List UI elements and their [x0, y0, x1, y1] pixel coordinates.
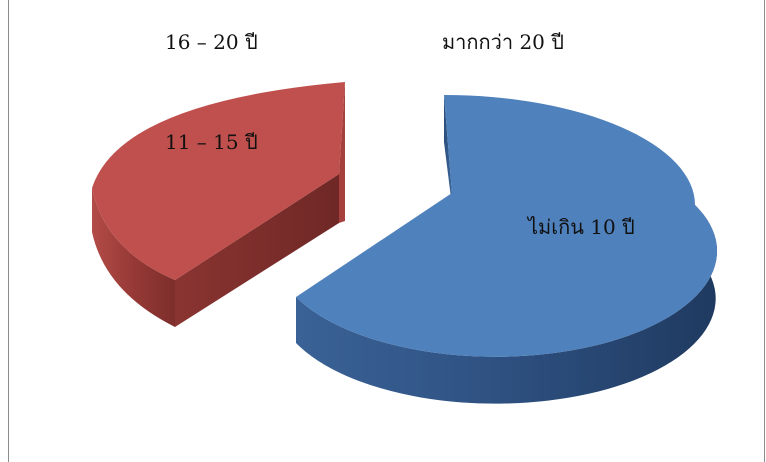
data-label-16-20: 16 – 20 ปี — [165, 30, 258, 54]
pie-slice-11-15-ปี — [92, 82, 345, 327]
data-label-over-20: มากกว่า 20 ปี — [442, 30, 564, 54]
data-label-under-10: ไม่เกิน 10 ปี — [526, 215, 635, 239]
pie-slice-ไม่เกิน-10-ปี — [296, 95, 718, 404]
data-label-11-15: 11 – 15 ปี — [165, 130, 258, 154]
chart-frame — [8, 0, 765, 462]
